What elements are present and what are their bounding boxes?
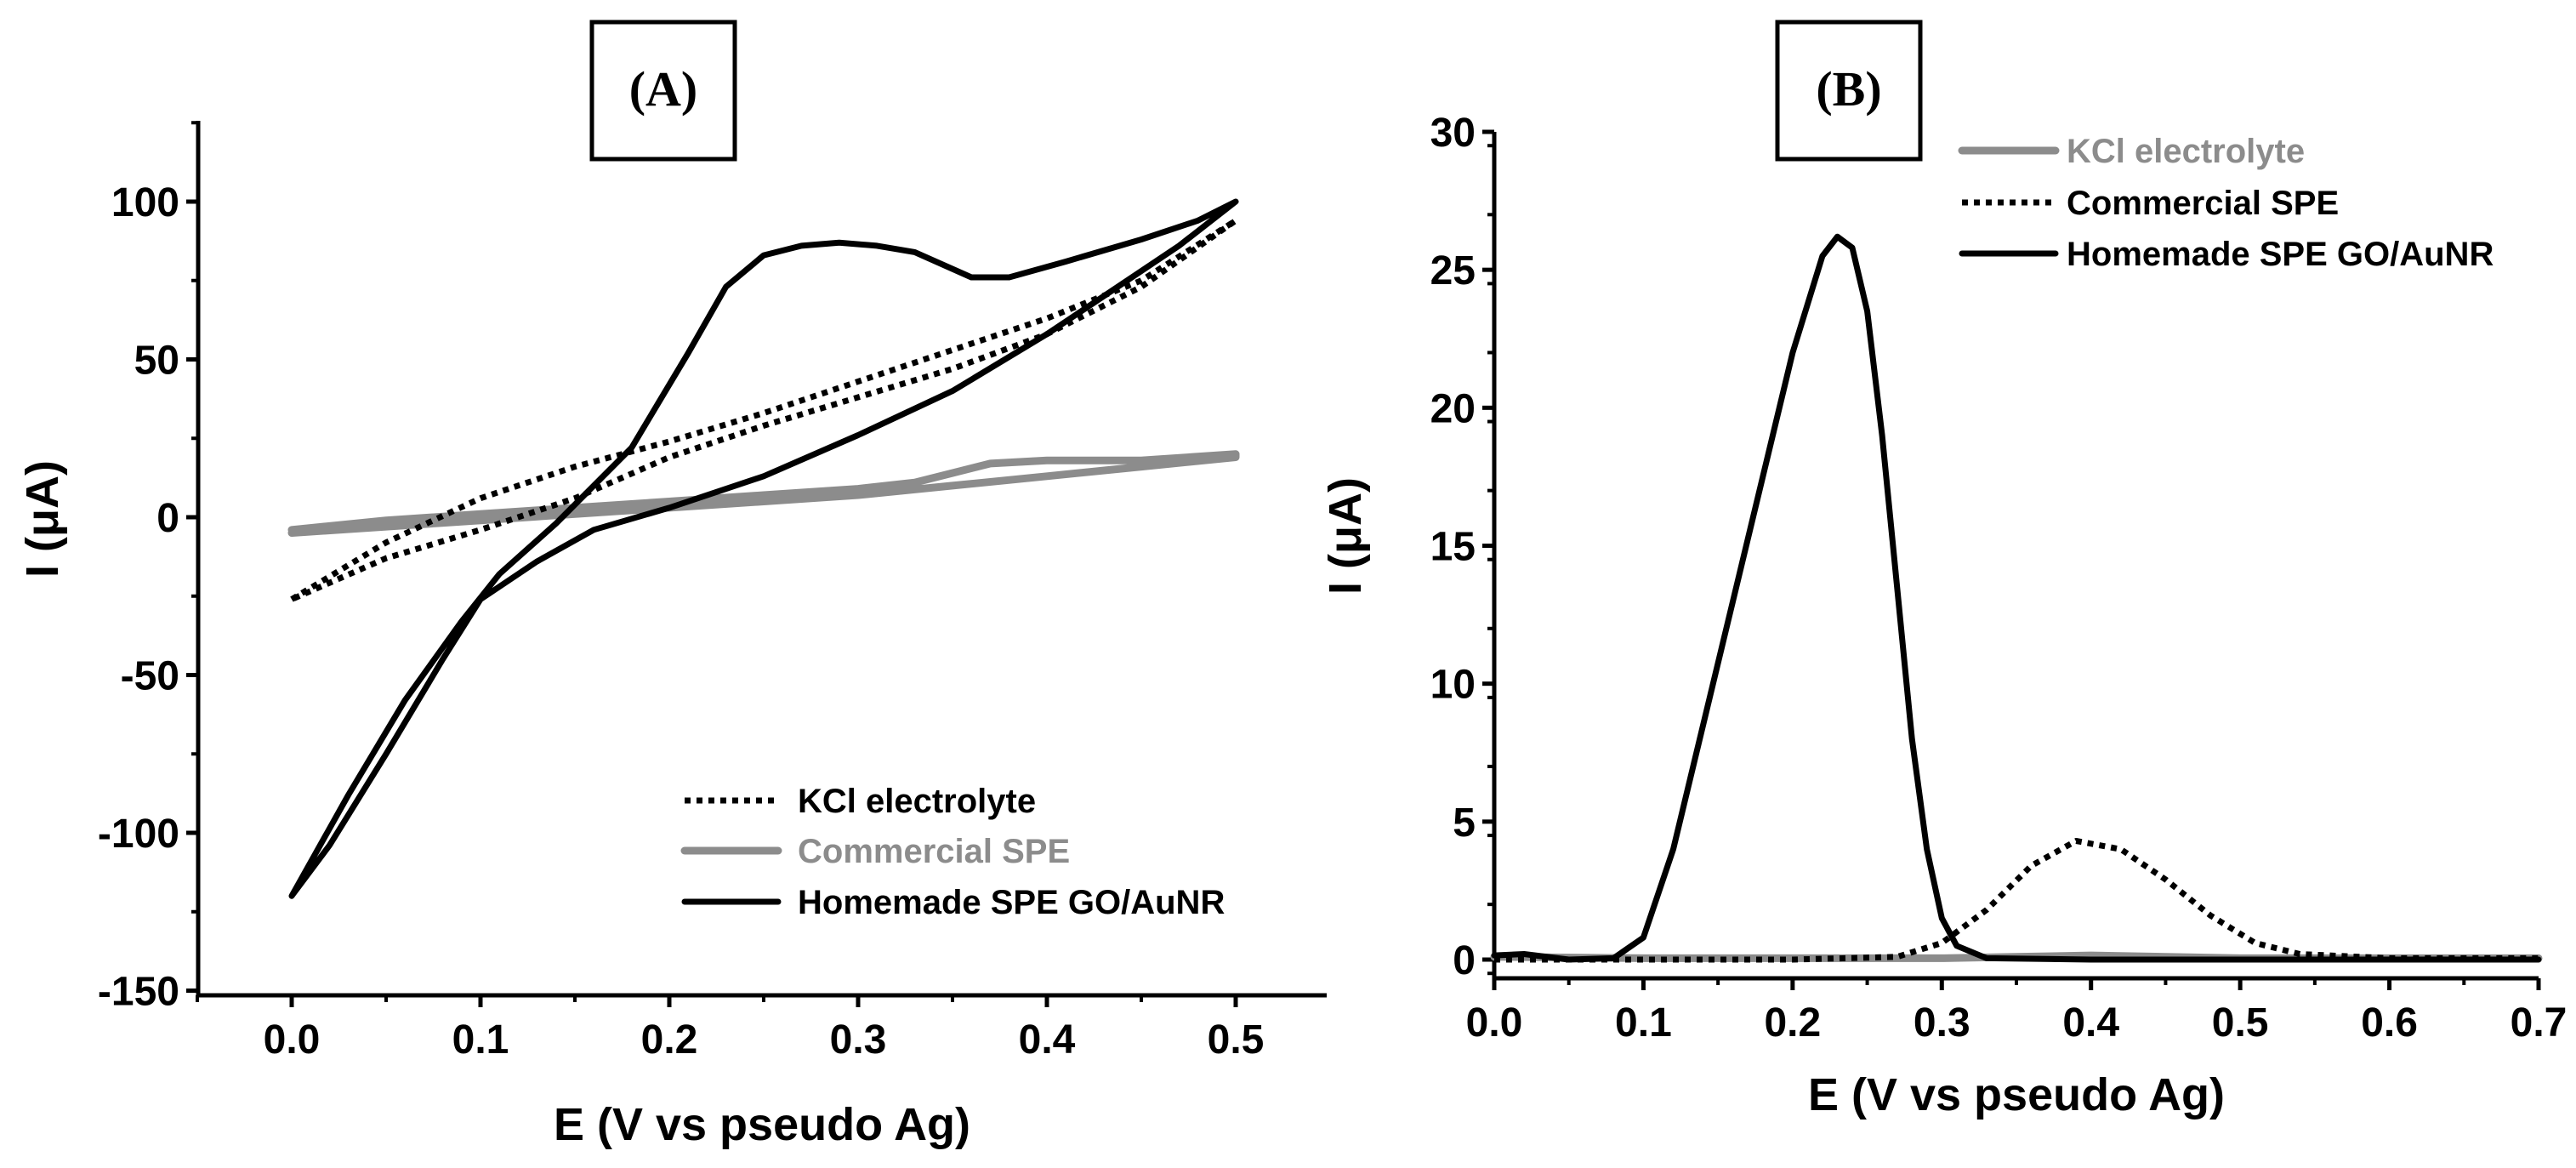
panel-b-x-tick-label: 0.7 — [2511, 1000, 2567, 1046]
panel-b-legend-label-commercial: Commercial SPE — [2067, 185, 2339, 222]
panel-b-ticks: 0.0 0.1 0.2 0.3 0.4 0.5 0.6 0.7 0 5 10 15 20 25 30 — [1430, 111, 2567, 1046]
panel-a-x-tick-label: 0.1 — [452, 1017, 509, 1063]
panel-a-legend-label-homemade: Homemade SPE GO/AuNR — [798, 884, 1225, 921]
panel-a-series-commercial-spe — [287, 450, 1240, 537]
panel-b-series-commercial-spe — [1494, 838, 2539, 963]
panel-b-legend: KCl electrolyte Commercial SPE Homemade … — [1958, 133, 2494, 273]
panel-a-legend-label-kcl: KCl electrolyte — [798, 783, 1036, 820]
panel-b-x-tick-label: 0.5 — [2212, 1000, 2269, 1046]
panel-a-y-tick-label: 100 — [111, 180, 179, 225]
panel-a-y-tick-label: -150 — [98, 970, 179, 1015]
panel-a-series — [287, 198, 1240, 899]
panel-a-legend-label-commercial: Commercial SPE — [798, 833, 1070, 870]
panel-a-label-box: (A) — [589, 20, 737, 162]
panel-b-y-tick-label: 15 — [1430, 525, 1476, 570]
panel-a: (A) 0.0 0.1 0.2 0.3 0.4 0.5-150-100-50050100 … — [17, 20, 1327, 1150]
panel-b-x-tick-label: 0.6 — [2361, 1000, 2418, 1046]
panel-a-x-tick-label: 0.0 — [264, 1017, 321, 1063]
panel-a-y-tick-label: -50 — [121, 654, 179, 699]
panel-a-x-tick-label: 0.3 — [830, 1017, 887, 1063]
panel-b: (B) 0.0 0.1 0.2 0.3 0.4 0.5 0.6 0.7 0 5 10 15 20 25 30… — [1320, 20, 2567, 1120]
panel-a-series-homemade-spe-go-aunr — [288, 198, 1239, 899]
panel-b-x-tick-label: 0.4 — [2062, 1000, 2119, 1046]
panel-a-x-tick-label: 0.5 — [1208, 1017, 1265, 1063]
panel-b-legend-label-homemade: Homemade SPE GO/AuNR — [2067, 236, 2494, 273]
panel-b-y-tick-label: 25 — [1430, 248, 1476, 293]
panel-b-x-axis-title: E (V vs pseudo Ag) — [1808, 1069, 2225, 1120]
panel-b-legend-label-kcl: KCl electrolyte — [2067, 133, 2305, 170]
panel-a-y-tick-label: 50 — [134, 339, 179, 384]
panel-b-y-axis-title: I (μA) — [1320, 477, 1371, 595]
panel-b-x-tick-label: 0.3 — [1914, 1000, 1970, 1046]
panel-a-x-axis-title: E (V vs pseudo Ag) — [554, 1099, 970, 1150]
panel-b-series — [1490, 233, 2543, 963]
panel-a-y-axis-title: I (μA) — [17, 460, 68, 578]
panel-b-label: (B) — [1816, 61, 1881, 117]
panel-a-y-tick-label: -100 — [98, 812, 179, 857]
panel-b-y-tick-label: 0 — [1453, 938, 1476, 983]
panel-b-y-tick-label: 5 — [1453, 801, 1476, 846]
panel-a-y-tick-label: 0 — [156, 496, 179, 541]
panel-b-x-tick-label: 0.1 — [1615, 1000, 1672, 1046]
panel-a-x-tick-label: 0.4 — [1019, 1017, 1076, 1063]
panel-b-x-tick-label: 0.0 — [1466, 1000, 1523, 1046]
panel-a-label: (A) — [629, 61, 698, 117]
panel-a-legend: KCl electrolyte Commercial SPE Homemade … — [680, 783, 1225, 921]
panel-a-ticks: 0.0 0.1 0.2 0.3 0.4 0.5 -150 -100 -50 0 50 100 — [98, 121, 1265, 1063]
panel-b-y-tick-label: 20 — [1430, 386, 1476, 431]
panel-a-x-tick-label: 0.2 — [641, 1017, 698, 1063]
panel-b-label-box: (B) — [1775, 20, 1923, 162]
panel-b-x-tick-label: 0.2 — [1764, 1000, 1821, 1046]
panel-b-y-tick-label: 10 — [1430, 663, 1476, 708]
panel-b-series-homemade-spe-go-aunr — [1491, 233, 2542, 963]
panel-b-y-tick-label: 30 — [1430, 111, 1476, 156]
panel-a-series-kcl-electrolyte — [290, 217, 1239, 602]
